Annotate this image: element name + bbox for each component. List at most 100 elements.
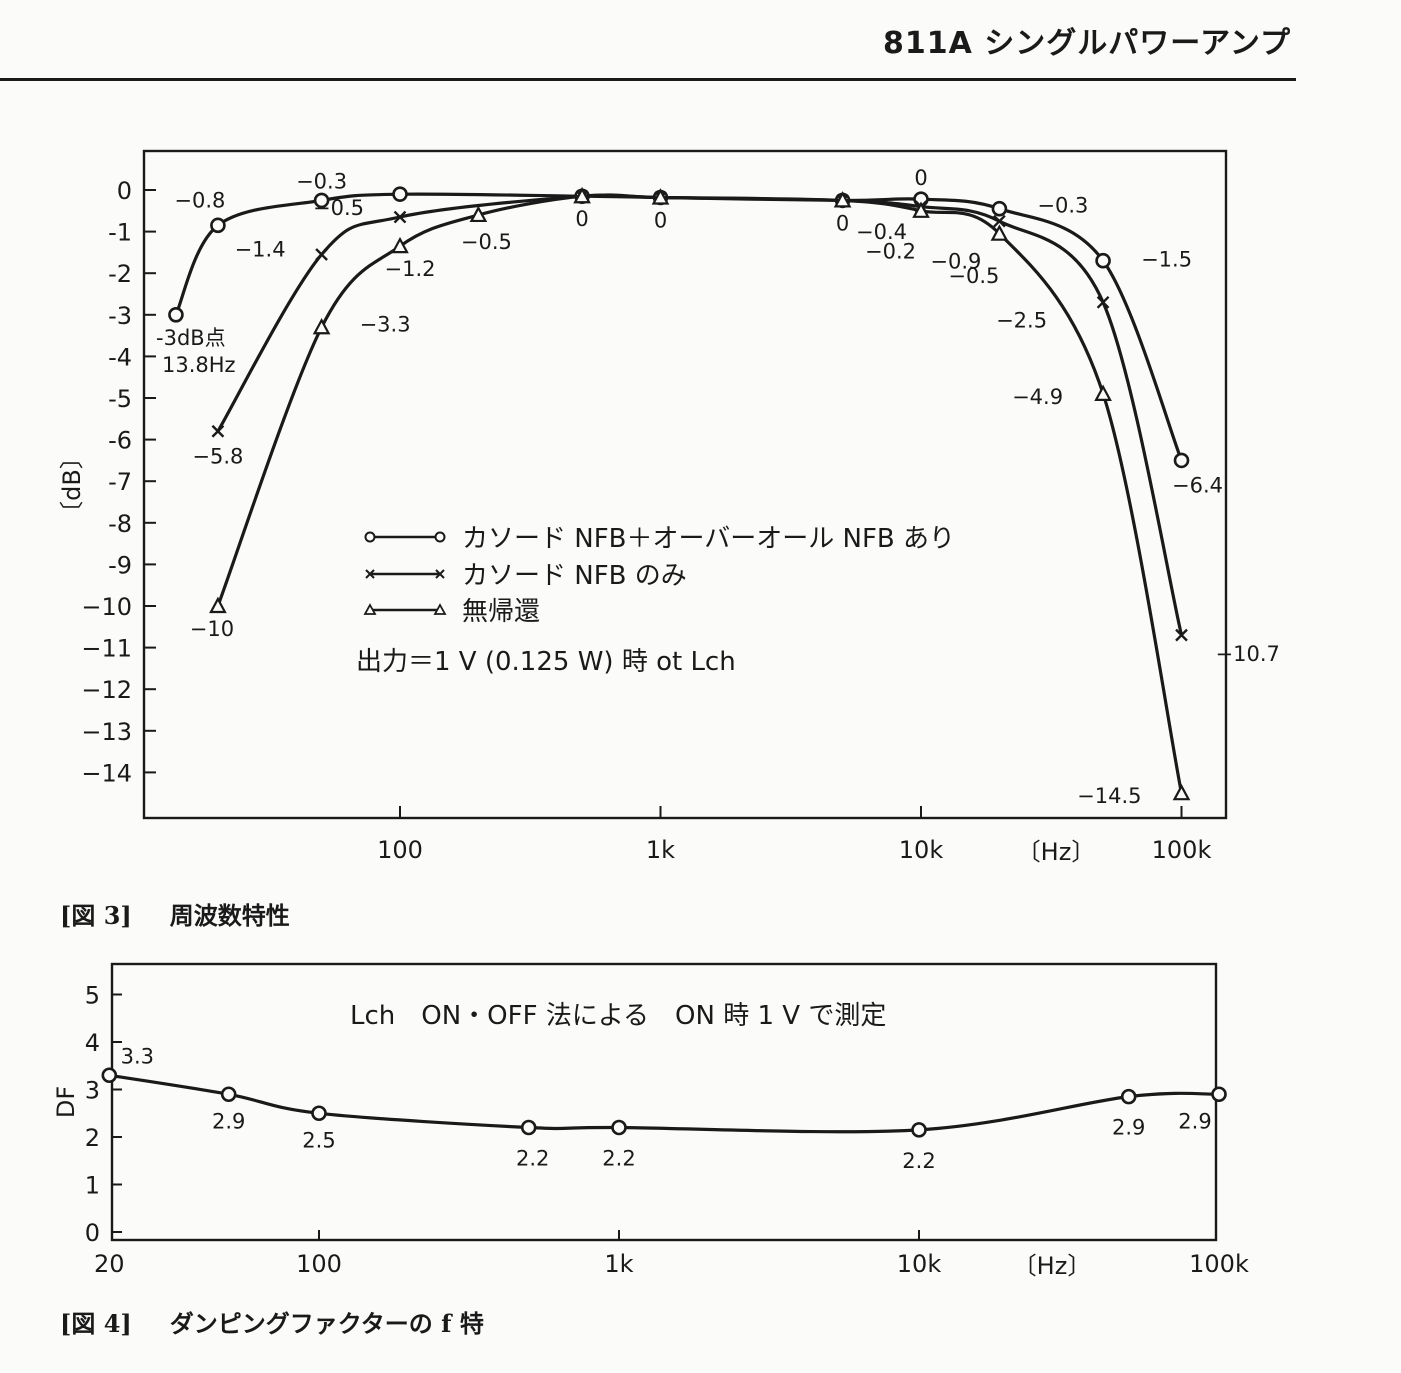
- x-tick-label: 1k: [646, 836, 675, 864]
- data-label: −4.9: [1012, 385, 1063, 409]
- annotation-3db: -3dB点: [156, 326, 226, 350]
- data-point-cross: [1096, 295, 1110, 309]
- data-label: −10.7: [1216, 642, 1280, 666]
- data-label: 0: [836, 211, 849, 235]
- data-label: −0.3: [296, 169, 347, 193]
- series-df: 3.3 2.9 2.5 2.2 2.2 2.2 2.9 2.9: [101, 1044, 1227, 1173]
- y-axis-label: 〔dB〕: [58, 445, 86, 525]
- data-label: −0.5: [313, 196, 364, 220]
- plot-frame: [110, 962, 1218, 1242]
- data-point-circle: [210, 217, 226, 234]
- x-tick-label: 1k: [604, 1250, 633, 1278]
- y-tick-label: 5: [85, 982, 100, 1010]
- figure3-number: [図 3]: [60, 901, 132, 930]
- figure4-title: ダンピングファクターの f 特: [169, 1309, 484, 1338]
- y-tick-label: -1: [108, 219, 132, 247]
- y-tick-label: −10: [81, 593, 132, 621]
- y-tick-label: -9: [108, 551, 132, 579]
- data-label: 0: [575, 207, 588, 231]
- x-unit-label: 〔Hz〕: [1017, 838, 1096, 866]
- data-label: −14.5: [1077, 784, 1141, 808]
- data-point-df: [611, 1119, 627, 1136]
- header-rule: [0, 78, 1296, 81]
- series-line-triangle: [216, 193, 1184, 794]
- data-label: −6.4: [1172, 473, 1223, 497]
- data-point-df: [1120, 1088, 1137, 1105]
- figure3-title: 周波数特性: [169, 901, 290, 930]
- data-label: −1.4: [235, 237, 286, 261]
- data-point-triangle: [833, 191, 852, 208]
- figure3-caption: [図 3] 周波数特性: [60, 896, 290, 931]
- y-tick-label: 2: [85, 1124, 100, 1152]
- y-tick-label: −11: [81, 635, 132, 663]
- legend-marker-triangle: [433, 603, 447, 615]
- legend-marker-cross: [435, 569, 445, 579]
- x-tick-label: 100k: [1189, 1250, 1249, 1278]
- data-label: −2.5: [996, 308, 1047, 332]
- data-label: 0: [654, 208, 667, 232]
- data-label: −0.2: [865, 240, 916, 264]
- y-tick-label: 0: [117, 177, 132, 205]
- damping-factor-chart: 0 1 2 3 4 5 20 100 1k 10k 100k 〔Hz〕 DF Lch ON・OFF 法によ…: [52, 962, 1249, 1280]
- data-point-triangle: [990, 224, 1009, 241]
- data-label: 2.9: [212, 1109, 245, 1133]
- y-tick-label: −12: [81, 676, 132, 704]
- chart-note: 出力＝1 V (0.125 W) 時 ot Lch: [356, 647, 736, 677]
- y-tick-label: 4: [85, 1029, 100, 1057]
- series-line-df: [109, 1073, 1220, 1134]
- data-point-triangle: [1172, 783, 1191, 801]
- page-title: 811A シングルパワーアンプ: [883, 26, 1291, 61]
- data-label: −5.8: [192, 444, 243, 468]
- figure4-caption: [図 4] ダンピングファクターの f 特: [60, 1304, 484, 1339]
- annotation-3db-freq: 13.8Hz: [162, 353, 236, 377]
- data-label: −0.5: [461, 230, 512, 254]
- chart-note: Lch ON・OFF 法による ON 時 1 V で測定: [350, 1001, 886, 1031]
- y-tick-label: -8: [108, 510, 132, 538]
- data-point-circle: [1095, 252, 1111, 269]
- data-point-cross: [393, 210, 407, 224]
- series-line-cross: [216, 193, 1184, 636]
- data-label: 2.9: [1112, 1116, 1145, 1140]
- y-tick-label: -5: [108, 385, 132, 413]
- legend-label: カソード NFB のみ: [462, 561, 687, 591]
- x-tick-label: 100k: [1152, 836, 1212, 864]
- data-label: 2.9: [1178, 1109, 1211, 1133]
- data-point-circle: [168, 306, 184, 323]
- legend-marker-cross: [365, 569, 375, 579]
- data-point-cross: [993, 214, 1006, 228]
- data-point-df: [1211, 1086, 1227, 1103]
- x-unit-label: 〔Hz〕: [1013, 1252, 1092, 1280]
- data-point-triangle: [312, 317, 331, 335]
- x-tick-label: 20: [94, 1250, 125, 1278]
- x-tick-label: 100: [377, 836, 423, 864]
- y-tick-label: 1: [85, 1172, 100, 1200]
- data-label: −0.5: [948, 264, 999, 288]
- data-point-triangle: [209, 596, 227, 614]
- y-tick-label: -4: [108, 343, 132, 371]
- legend-marker-circle: [364, 531, 376, 543]
- data-point-triangle: [912, 201, 930, 218]
- y-tick-label: -6: [108, 427, 132, 455]
- data-point-triangle: [573, 186, 591, 204]
- data-point-df: [311, 1105, 327, 1122]
- data-label: −1.5: [1141, 248, 1192, 272]
- data-point-circle: [991, 200, 1008, 217]
- data-point-cross: [211, 424, 225, 438]
- x-tick-label: 10k: [899, 836, 944, 864]
- data-point-df: [911, 1122, 927, 1138]
- data-point-circle: [1173, 452, 1190, 469]
- data-point-triangle: [391, 236, 409, 254]
- figure4-number: [図 4]: [60, 1309, 132, 1338]
- data-point-df: [520, 1119, 537, 1136]
- data-point-circle: [392, 186, 408, 202]
- data-label: −10: [190, 617, 234, 641]
- plot-frame: [142, 149, 1228, 820]
- data-label: 3.3: [121, 1044, 154, 1068]
- data-point-df: [101, 1067, 118, 1084]
- data-label: 2.2: [516, 1147, 549, 1171]
- y-tick-label: -7: [108, 468, 132, 496]
- legend-marker-triangle: [363, 603, 377, 615]
- series-cross: −5.8 −1.4 −0.5 −0.2 −0.5 −2.5 −10.7: [192, 189, 1280, 666]
- y-tick-label: 0: [85, 1219, 100, 1247]
